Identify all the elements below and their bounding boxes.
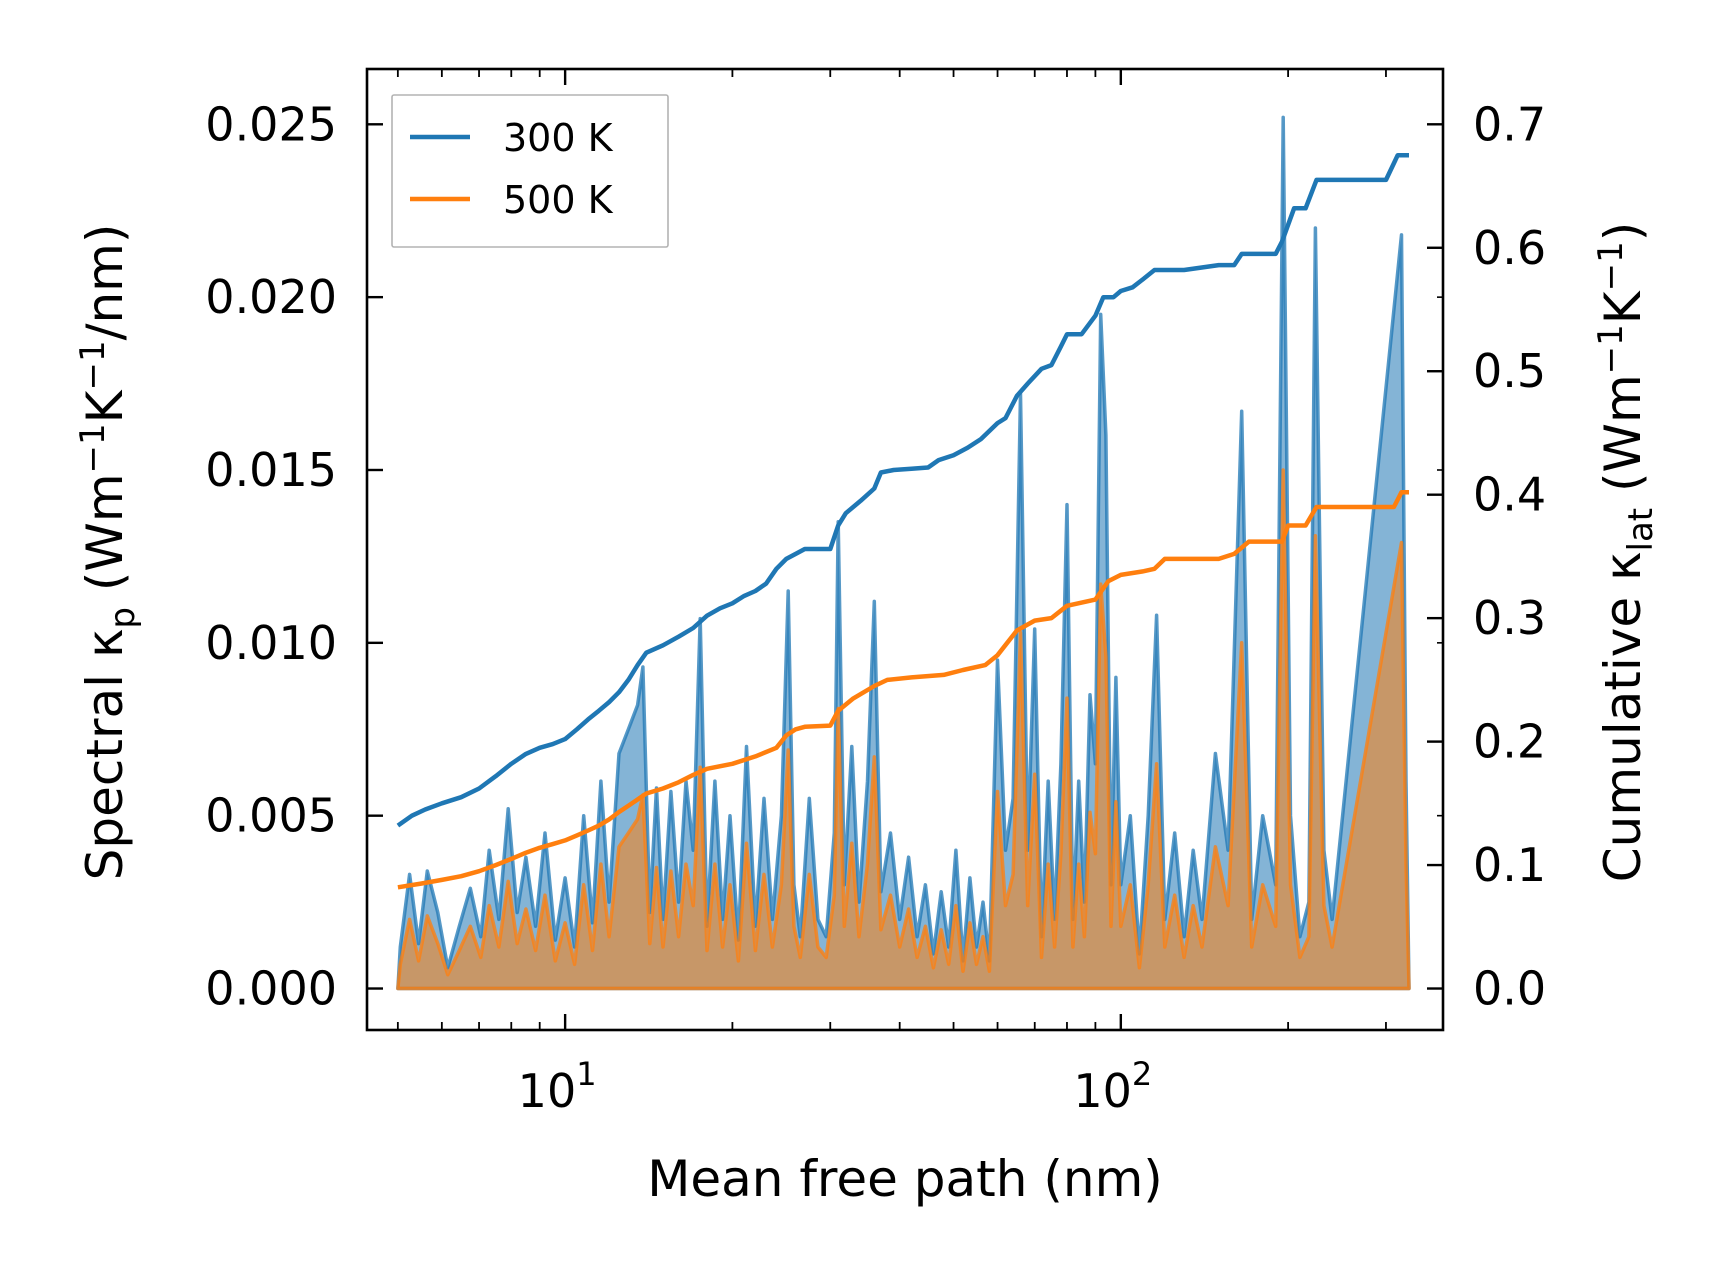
spectral-fill-layer [396,115,1411,991]
y-axis-left-title: Spectral κp (Wm−1K−1/nm) [73,224,143,881]
y-axis-right-title: Cumulative κlat (Wm−1K−1) [1591,222,1661,882]
500-k-cumulative-line [397,489,1409,890]
300-k-cumulative-line [396,152,1409,828]
legend-box [391,94,669,248]
series-line-layer [396,152,1409,890]
x-axis-title: Mean free path (nm) [647,1150,1163,1208]
y-right-tick-label: 0.7 [1473,97,1546,151]
y-left-tick-label: 0.025 [205,97,337,151]
legend-label-300k: 300 K [503,116,614,160]
y-right-tick-label: 0.0 [1473,962,1546,1016]
y-left-tick-label: 0.010 [205,616,337,670]
y-right-tick-label: 0.1 [1473,838,1546,892]
y-left-tick-label: 0.005 [205,789,337,843]
legend-label-500k: 500 K [503,178,614,222]
y-left-tick-label: 0.020 [205,270,337,324]
y-right-tick-label: 0.5 [1473,344,1546,398]
legend: 300 K 500 K [391,94,669,248]
y-right-tick-label: 0.6 [1473,221,1546,275]
500-k-spectral-area [396,468,1411,991]
y-right-tick-label: 0.2 [1473,715,1546,769]
y-right-tick-label: 0.3 [1473,591,1546,645]
plot-frame [365,67,1445,1032]
y-left-tick-label: 0.000 [205,962,337,1016]
y-right-tick-label: 0.4 [1473,468,1546,522]
y-left-tick-label: 0.015 [205,443,337,497]
